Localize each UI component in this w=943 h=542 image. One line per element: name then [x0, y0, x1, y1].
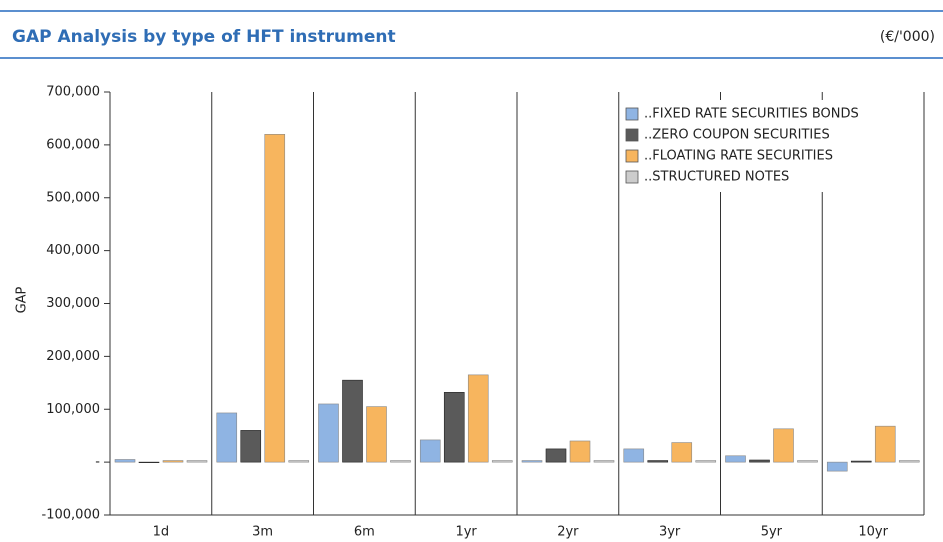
bar	[623, 448, 645, 463]
bar	[874, 425, 896, 463]
bar	[749, 459, 770, 463]
bar	[288, 460, 310, 463]
legend-label: ..STRUCTURED NOTES	[644, 170, 789, 185]
bar	[850, 460, 872, 463]
bar	[773, 428, 794, 463]
bar	[264, 134, 286, 463]
unit-label: (€/'000)	[880, 29, 935, 45]
bar	[240, 430, 262, 463]
bar	[593, 460, 615, 463]
legend-label: ..ZERO COUPON SECURITIES	[644, 128, 830, 143]
bar	[695, 460, 717, 463]
x-tick-label: 3m	[252, 525, 273, 540]
bar	[826, 461, 848, 472]
y-tick-label: 500,000	[46, 190, 100, 205]
bar	[443, 392, 465, 463]
bar	[797, 460, 818, 463]
x-tick-label: 1d	[153, 525, 170, 540]
bar	[671, 442, 693, 463]
x-tick-label: 2yr	[557, 525, 579, 540]
y-tick-label: 600,000	[46, 137, 100, 152]
y-tick-label: -100,000	[42, 508, 100, 523]
y-tick-label: 200,000	[46, 349, 100, 364]
y-tick-label: 400,000	[46, 243, 100, 258]
bar	[647, 460, 669, 463]
bar	[114, 459, 136, 463]
bar	[390, 460, 411, 463]
bar	[898, 460, 920, 463]
legend-swatch	[625, 149, 639, 163]
bar	[467, 374, 489, 463]
x-tick-label: 3yr	[659, 525, 681, 540]
bar	[138, 461, 160, 463]
bar	[216, 412, 238, 463]
legend-box	[620, 100, 920, 192]
legend-swatch	[625, 128, 639, 142]
y-tick-label: 300,000	[46, 296, 100, 311]
bar	[186, 460, 208, 463]
x-tick-label: 10yr	[858, 525, 888, 540]
legend-label: ..FIXED RATE SECURITIES BONDS	[644, 107, 859, 122]
bar	[162, 460, 184, 463]
x-tick-label: 5yr	[761, 525, 783, 540]
bar	[725, 455, 746, 463]
x-tick-label: 1yr	[455, 525, 477, 540]
legend-swatch	[625, 170, 639, 184]
bar	[366, 406, 387, 463]
bar	[419, 439, 441, 463]
legend-swatch	[625, 107, 639, 121]
x-tick-label: 6m	[354, 525, 375, 540]
y-tick-label: 100,000	[46, 402, 100, 417]
bar	[342, 379, 363, 463]
chart-title: GAP Analysis by type of HFT instrument	[12, 27, 396, 47]
bar	[491, 460, 513, 463]
y-axis-label: GAP	[15, 286, 30, 313]
bar	[318, 403, 339, 463]
bar	[545, 448, 567, 463]
y-tick-label: 700,000	[46, 85, 100, 100]
legend-label: ..FLOATING RATE SECURITIES	[644, 149, 833, 164]
y-tick-label: -	[95, 455, 100, 470]
bar	[521, 460, 543, 463]
bar	[569, 440, 591, 463]
